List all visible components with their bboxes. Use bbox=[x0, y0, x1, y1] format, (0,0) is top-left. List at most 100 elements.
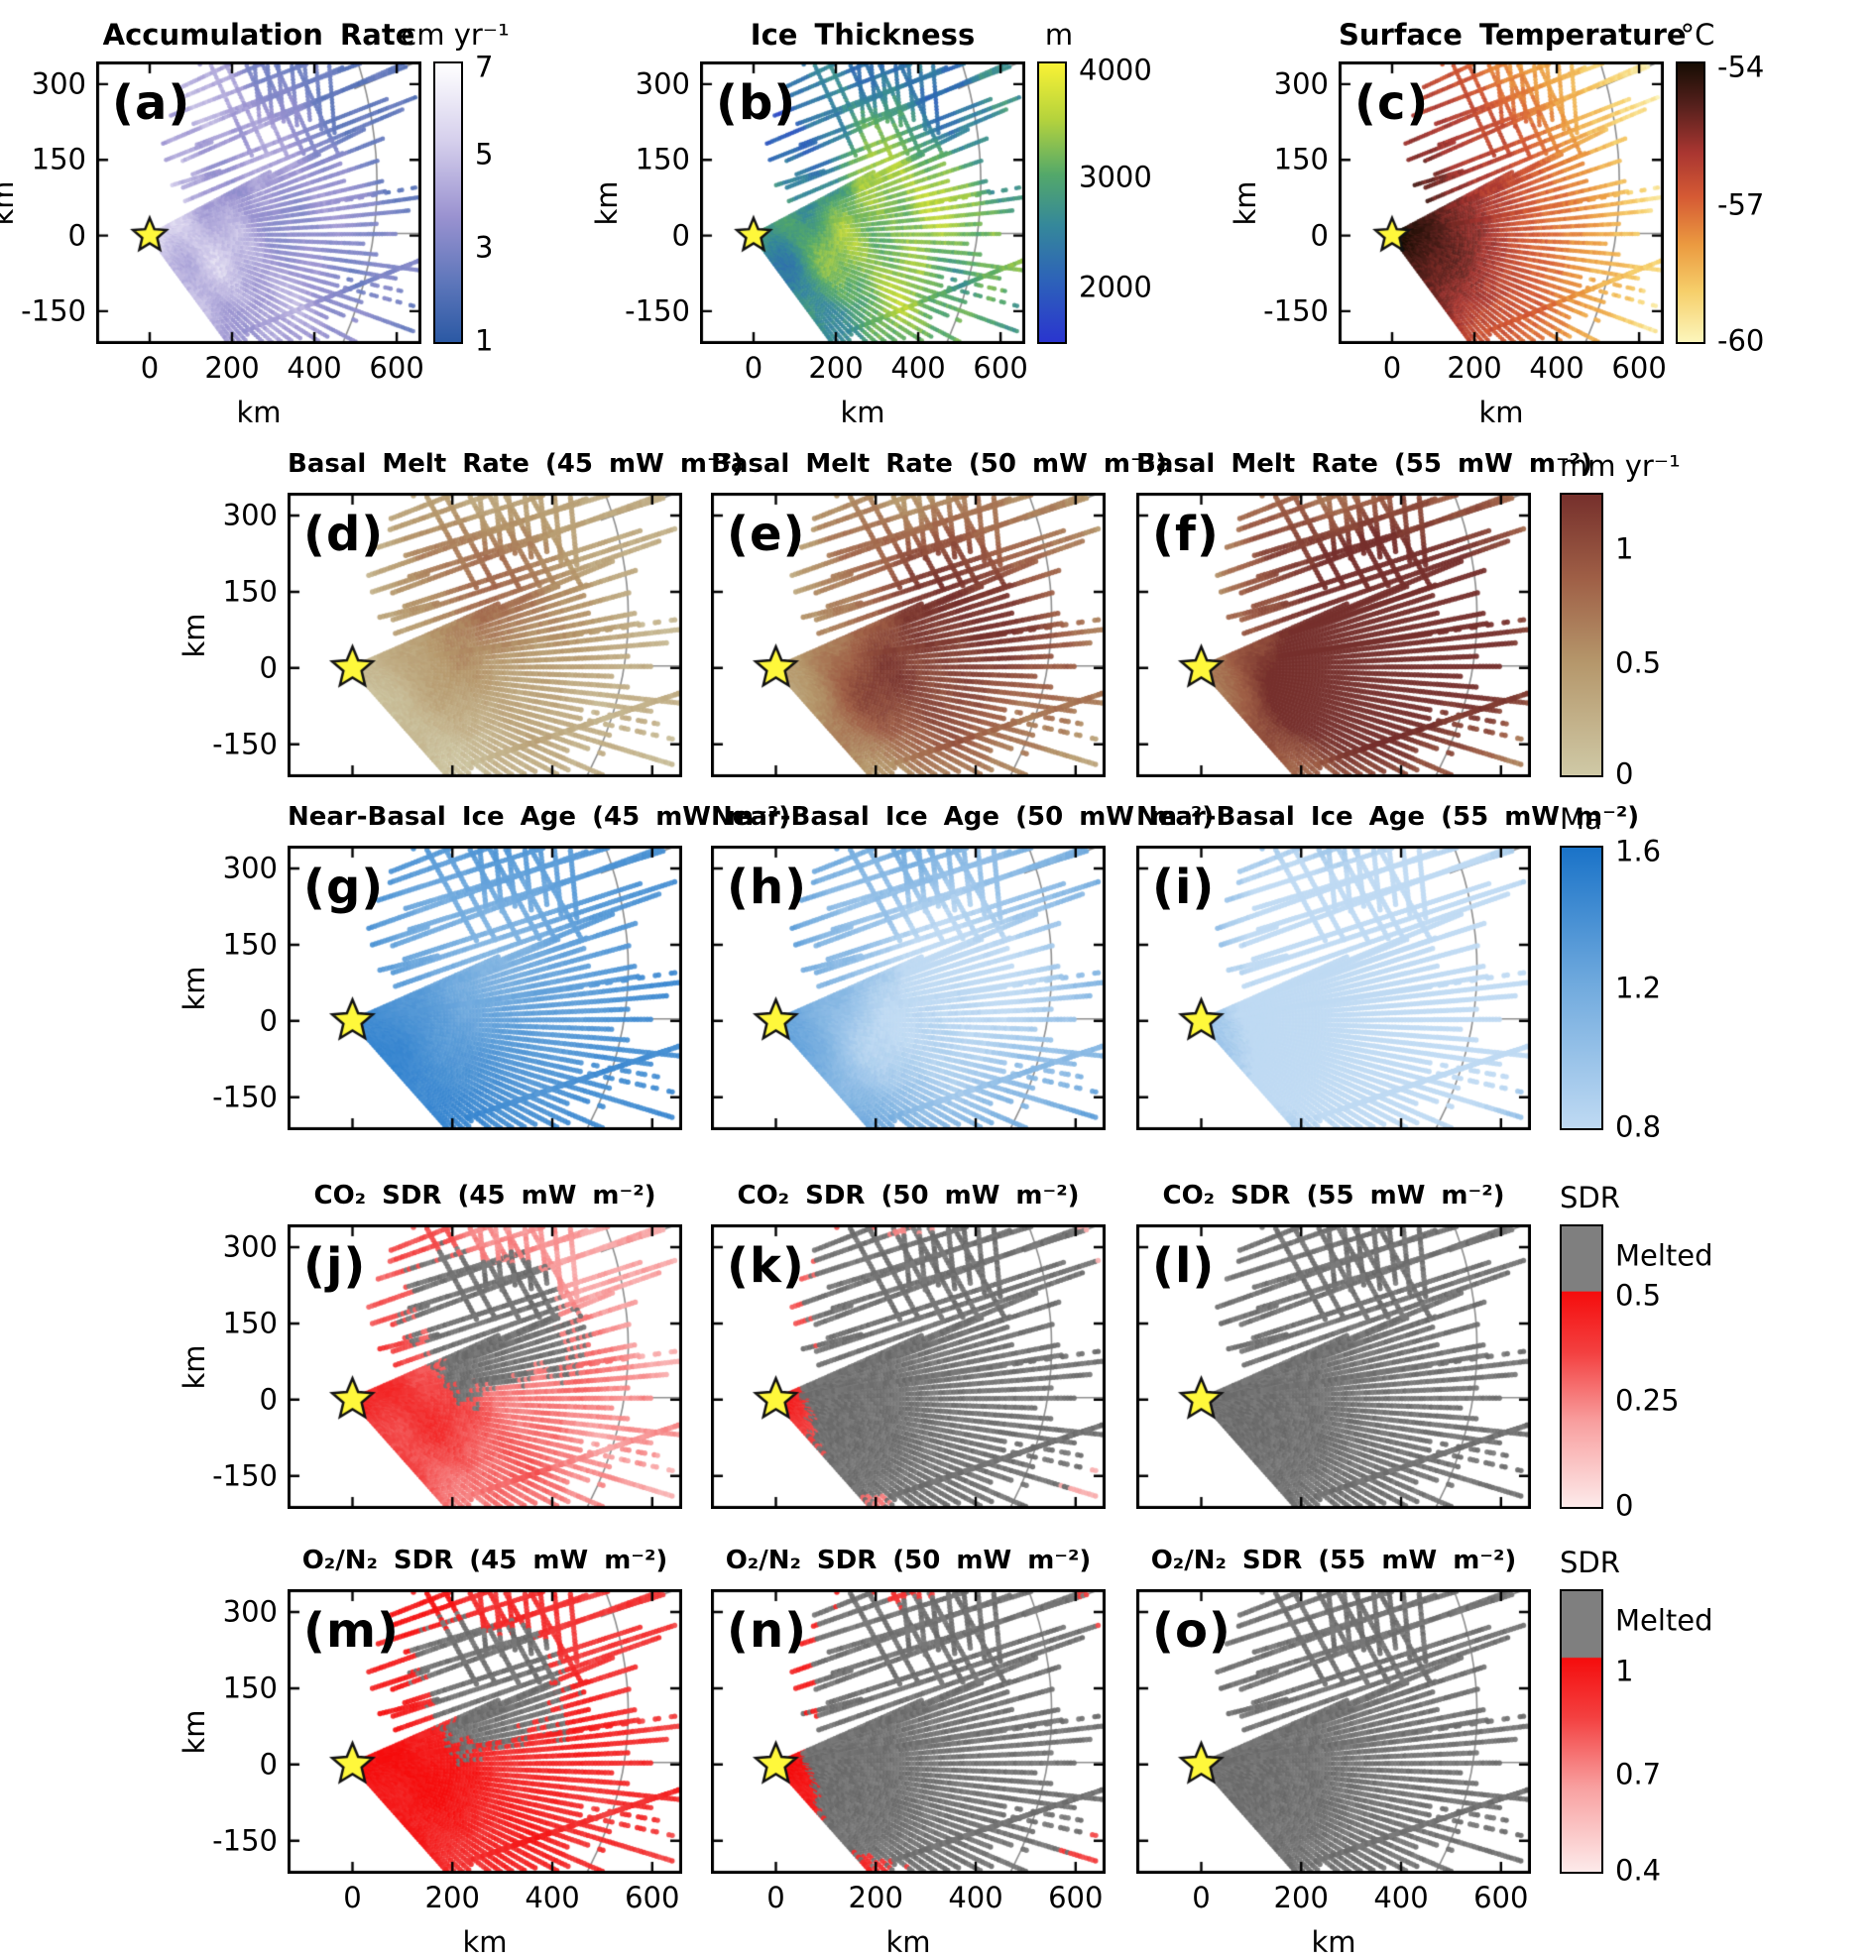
map-canvas bbox=[1339, 61, 1664, 344]
tick-label: 2000 bbox=[1079, 270, 1152, 304]
y-axis-label: km bbox=[1229, 179, 1262, 226]
x-axis-label: km bbox=[1478, 396, 1524, 429]
tick-label: 300 bbox=[222, 1229, 278, 1264]
tick-label: 0.4 bbox=[1615, 1853, 1662, 1888]
tick-label: 400 bbox=[1529, 351, 1584, 385]
colorbar-unit: cm yr⁻¹ bbox=[401, 18, 510, 52]
map-canvas bbox=[711, 1589, 1106, 1874]
tick-label: 0.7 bbox=[1615, 1757, 1662, 1791]
tick-label: -150 bbox=[21, 293, 86, 328]
tick-label: 1 bbox=[475, 323, 494, 358]
tick-label: 150 bbox=[1273, 142, 1329, 176]
tick-label: -150 bbox=[212, 1458, 278, 1493]
panel-title: Basal Melt Rate (45 mW m⁻²) bbox=[288, 449, 744, 479]
tick-label: 300 bbox=[222, 1594, 278, 1629]
panel-letter: (l) bbox=[1152, 1238, 1216, 1294]
tick-label: -150 bbox=[625, 293, 690, 328]
panel-letter: (c) bbox=[1354, 75, 1430, 131]
tick-label: 150 bbox=[222, 1671, 278, 1705]
map-canvas bbox=[288, 1224, 682, 1509]
panel-title: Near-Basal Ice Age (45 mW m⁻²) bbox=[288, 802, 791, 832]
colorbar-gradient bbox=[1037, 61, 1067, 344]
tick-label: 0 bbox=[140, 351, 160, 385]
tick-label: 0 bbox=[1310, 218, 1329, 253]
tick-label: 200 bbox=[1273, 1881, 1329, 1914]
tick-label: -54 bbox=[1717, 50, 1765, 84]
tick-label: -150 bbox=[212, 1823, 278, 1858]
colorbar-gradient bbox=[1560, 1224, 1603, 1509]
tick-label: 150 bbox=[31, 142, 86, 176]
tick-label: 0 bbox=[259, 1382, 278, 1417]
tick-label: 300 bbox=[222, 498, 278, 532]
map-panel: Basal Melt Rate (45 mW m⁻²) (d) 300 150 0 -… bbox=[177, 449, 744, 787]
panel-title: O₂/N₂ SDR (45 mW m⁻²) bbox=[301, 1546, 668, 1575]
panel-letter: (n) bbox=[727, 1603, 808, 1659]
tick-label: 200 bbox=[1447, 351, 1502, 385]
tick-label: 600 bbox=[1048, 1881, 1104, 1914]
panel-letter: (e) bbox=[727, 507, 806, 562]
tick-label: 200 bbox=[808, 351, 864, 385]
map-panel: O₂/N₂ SDR (45 mW m⁻²) (m) 300 150 0 -150 km… bbox=[177, 1546, 682, 1960]
panel-title: CO₂ SDR (55 mW m⁻²) bbox=[1162, 1181, 1505, 1211]
map-canvas bbox=[711, 1224, 1106, 1509]
tick-label: 150 bbox=[635, 142, 690, 176]
tick-label: 0 bbox=[259, 1003, 278, 1038]
tick-label: 0 bbox=[259, 650, 278, 685]
y-axis-label: km bbox=[177, 612, 211, 658]
tick-label: 150 bbox=[222, 927, 278, 962]
tick-label: 0 bbox=[766, 1881, 785, 1914]
tick-label: 1 bbox=[1615, 1654, 1634, 1688]
map-panel: Surface Temperature (c) 300 150 0 -150 km 0… bbox=[1229, 18, 1764, 435]
panel-letter: (d) bbox=[303, 507, 385, 562]
tick-label: 600 bbox=[1611, 351, 1667, 385]
map-canvas bbox=[1136, 846, 1531, 1130]
tick-label: 4000 bbox=[1079, 53, 1152, 87]
tick-label: 200 bbox=[848, 1881, 903, 1914]
tick-label: 0 bbox=[1615, 756, 1634, 791]
tick-label: -150 bbox=[212, 1080, 278, 1114]
map-panel: CO₂ SDR (55 mW m⁻²) (l) bbox=[1136, 1181, 1531, 1519]
tick-label: 200 bbox=[204, 351, 260, 385]
map-panel: Ice Thickness (b) 300 150 0 -150 km 0 200 400… bbox=[590, 18, 1152, 435]
map-canvas bbox=[711, 846, 1106, 1130]
colorbar-unit: SDR bbox=[1560, 1181, 1620, 1214]
tick-label: 7 bbox=[475, 50, 494, 84]
panel-title: CO₂ SDR (45 mW m⁻²) bbox=[313, 1181, 656, 1211]
map-panel: Near-Basal Ice Age (50 mW m⁻²) (h) bbox=[711, 802, 1214, 1140]
colorbar-unit: mm yr⁻¹ bbox=[1560, 449, 1681, 483]
panel-letter: (i) bbox=[1152, 860, 1216, 915]
tick-label: 3 bbox=[475, 230, 494, 265]
tick-label: 3000 bbox=[1079, 160, 1152, 194]
tick-label: 600 bbox=[973, 351, 1028, 385]
y-axis-label: km bbox=[0, 179, 20, 226]
colorbar-unit: m bbox=[1044, 18, 1074, 52]
panel-letter: (a) bbox=[112, 75, 191, 131]
y-axis-label: km bbox=[590, 179, 624, 226]
panel-title: O₂/N₂ SDR (55 mW m⁻²) bbox=[1150, 1546, 1517, 1575]
map-canvas bbox=[288, 493, 682, 777]
x-axis-label: km bbox=[885, 1925, 931, 1959]
tick-label: Melted bbox=[1615, 1238, 1713, 1273]
tick-label: 300 bbox=[31, 66, 86, 101]
map-panel: Accumulation Rate (a) 300 150 0 -150 km 0 20… bbox=[0, 18, 510, 435]
y-axis-label: km bbox=[177, 1343, 211, 1390]
tick-label: 0 bbox=[1382, 351, 1402, 385]
map-canvas bbox=[288, 846, 682, 1130]
tick-label: 400 bbox=[948, 1881, 1003, 1914]
panel-title: Near-Basal Ice Age (55 mW m⁻²) bbox=[1136, 802, 1640, 832]
tick-label: 0 bbox=[259, 1747, 278, 1782]
map-canvas bbox=[711, 493, 1106, 777]
panel-title: CO₂ SDR (50 mW m⁻²) bbox=[737, 1181, 1080, 1211]
panel-letter: (b) bbox=[716, 75, 797, 131]
tick-label: 400 bbox=[525, 1881, 580, 1914]
tick-label: 150 bbox=[222, 1306, 278, 1340]
map-canvas bbox=[1136, 1224, 1531, 1509]
tick-label: 0 bbox=[671, 218, 690, 253]
x-axis-label: km bbox=[840, 396, 885, 429]
panel-title: O₂/N₂ SDR (50 mW m⁻²) bbox=[725, 1546, 1092, 1575]
colorbar-gradient bbox=[1560, 1589, 1603, 1874]
colorbar-unit: °C bbox=[1680, 18, 1715, 52]
map-panel: Near-Basal Ice Age (55 mW m⁻²) (i) bbox=[1136, 802, 1640, 1140]
tick-label: 0 bbox=[1615, 1488, 1634, 1523]
map-canvas bbox=[288, 1589, 682, 1874]
